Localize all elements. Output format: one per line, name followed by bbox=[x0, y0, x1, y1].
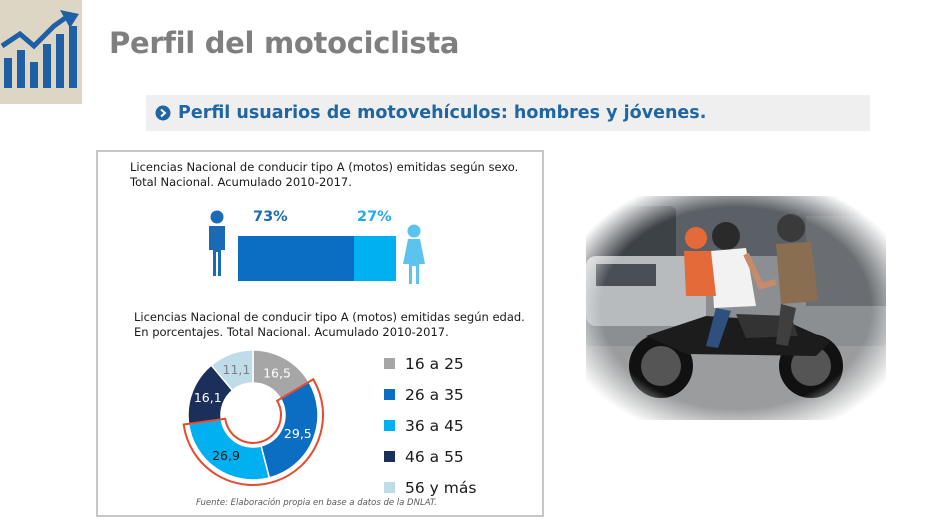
legend-item: 46 a 55 bbox=[384, 441, 476, 472]
legend-item: 56 y más bbox=[384, 472, 476, 503]
donut-data-label: 11,1 bbox=[223, 362, 251, 377]
donut-data-label: 16,1 bbox=[194, 390, 222, 405]
female-percent-label: 27% bbox=[357, 209, 392, 225]
male-bar bbox=[238, 236, 354, 281]
legend-label: 56 y más bbox=[405, 478, 477, 497]
legend-swatch bbox=[384, 420, 395, 431]
circle-chevron-right-icon bbox=[155, 105, 171, 121]
growth-chart-logo-icon bbox=[0, 10, 79, 88]
legend-label: 36 a 45 bbox=[405, 416, 464, 435]
age-donut-chart: 16,5 29,5 26,9 16,111,1 bbox=[182, 349, 324, 486]
subtitle-bar: Perfil usuarios de motovehículos: hombre… bbox=[146, 95, 870, 131]
page-title: Perfil del motociclista bbox=[109, 26, 460, 60]
age-chart-caption: Licencias Nacional de conducir tipo A (m… bbox=[134, 310, 525, 339]
legend-item: 16 a 25 bbox=[384, 348, 476, 379]
highlight-ring bbox=[182, 377, 324, 486]
age-legend: 16 a 25 26 a 35 36 a 45 46 a 55 56 y más bbox=[384, 348, 476, 503]
male-percent-label: 73% bbox=[253, 209, 288, 225]
female-bar bbox=[354, 236, 396, 281]
source-note: Fuente: Elaboración propia en base a dat… bbox=[196, 498, 437, 508]
subtitle: Perfil usuarios de motovehículos: hombre… bbox=[178, 103, 707, 123]
logo bbox=[0, 0, 82, 104]
donut-data-label: 26,9 bbox=[212, 448, 240, 463]
legend-swatch bbox=[384, 389, 395, 400]
female-person-icon bbox=[403, 224, 425, 284]
legend-swatch bbox=[384, 358, 395, 369]
male-person-icon bbox=[209, 210, 225, 276]
legend-swatch bbox=[384, 482, 395, 493]
chart-panel: Licencias Nacional de conducir tipo A (m… bbox=[96, 150, 544, 517]
donut-slice bbox=[187, 418, 271, 481]
legend-item: 36 a 45 bbox=[384, 410, 476, 441]
donut-data-label: 16,5 bbox=[263, 365, 291, 380]
legend-label: 26 a 35 bbox=[405, 385, 464, 404]
donut-slice bbox=[260, 380, 319, 479]
legend-label: 16 a 25 bbox=[405, 354, 464, 373]
donut-data-label: 29,5 bbox=[284, 426, 312, 441]
legend-swatch bbox=[384, 451, 395, 462]
legend-item: 26 a 35 bbox=[384, 379, 476, 410]
legend-label: 46 a 55 bbox=[405, 447, 464, 466]
two-men-on-motorcycle-photo bbox=[586, 196, 886, 420]
sex-chart-caption: Licencias Nacional de conducir tipo A (m… bbox=[130, 160, 519, 189]
donut-slice bbox=[210, 349, 254, 392]
